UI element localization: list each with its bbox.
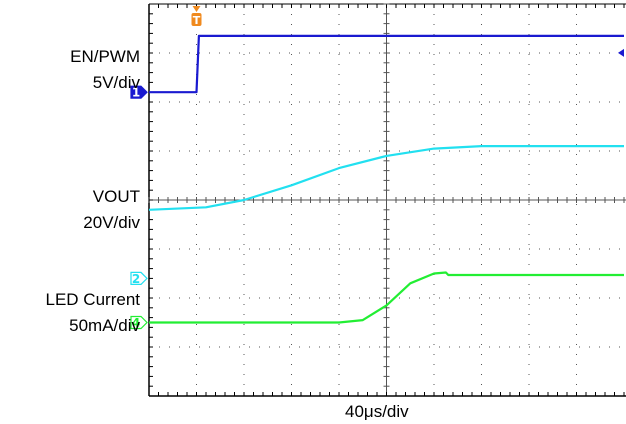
ch1-marker-shape — [130, 85, 148, 99]
grid — [148, 3, 626, 397]
trigger-marker: T — [191, 6, 202, 27]
timebase-label: 40μs/div — [345, 402, 409, 421]
trigger-marker-arrow — [192, 6, 201, 12]
trigger-marker-label: T — [193, 14, 201, 27]
trigger-level-icon — [618, 48, 624, 57]
ch1-marker-label: 1 — [132, 86, 140, 100]
ch4-marker: 4 — [130, 315, 148, 330]
ch1-marker: 1 — [130, 85, 148, 100]
ch2-marker-label: 2 — [132, 272, 140, 286]
trace-ch2 — [148, 145, 624, 211]
ch2-scale-label: 20V/div — [83, 213, 140, 232]
ch1-scale-label: 5V/div — [92, 73, 140, 92]
traces — [148, 34, 624, 324]
ch4-marker-shape — [130, 315, 148, 330]
ch4-scale-label: 50mA/div — [69, 316, 140, 335]
ch1-name-label: EN/PWM — [70, 47, 140, 66]
trace-ch1 — [149, 34, 624, 94]
channel-markers: 1 2 4 T — [130, 6, 624, 330]
ch2-name-label: VOUT — [92, 187, 140, 206]
ch2-marker-shape — [130, 271, 148, 285]
ch4-name-label: LED Current — [45, 290, 140, 309]
ch4-marker-label: 4 — [132, 316, 140, 330]
trace-ch4 — [149, 271, 624, 324]
trigger-marker-box — [191, 13, 202, 26]
ch2-marker: 2 — [130, 271, 148, 286]
